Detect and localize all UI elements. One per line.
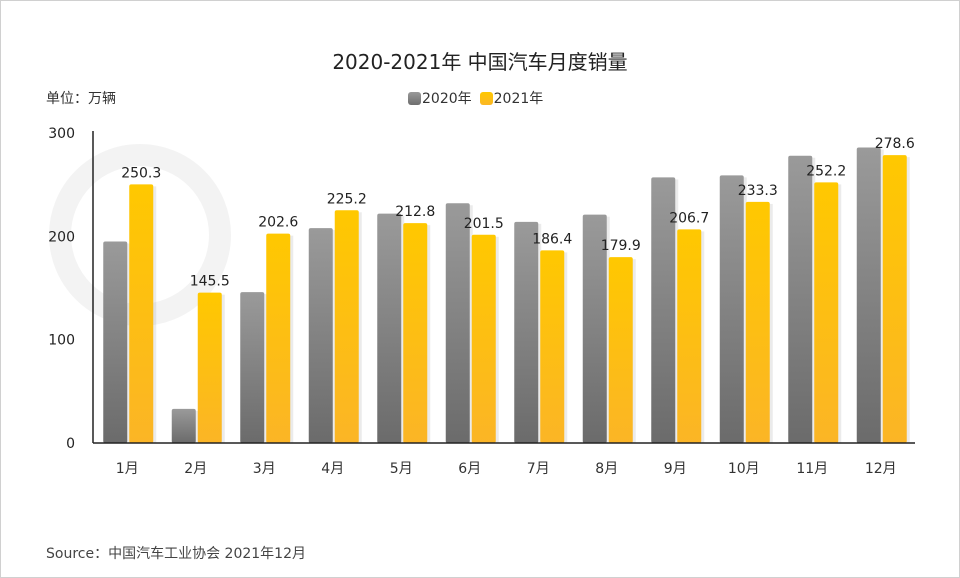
bar-2020年-10月 [719, 175, 744, 443]
x-tick-label: 2月 [184, 461, 207, 477]
data-label: 212.8 [395, 204, 435, 220]
bar-2020年-3月 [240, 292, 265, 443]
data-label: 206.7 [669, 210, 709, 226]
y-tick-label: 100 [48, 333, 75, 349]
x-tick-label: 9月 [664, 461, 687, 477]
y-tick-label: 300 [48, 126, 75, 142]
bar-2021年-3月 [266, 233, 291, 443]
unit-label: 单位：万辆 [46, 91, 116, 107]
data-label: 145.5 [190, 274, 230, 290]
data-label: 278.6 [875, 136, 915, 152]
y-tick-label: 200 [48, 229, 75, 245]
bar-2020年-8月 [582, 214, 607, 443]
x-tick-label: 3月 [253, 461, 276, 477]
bar-2020年-2月 [171, 408, 196, 443]
data-label: 186.4 [532, 231, 572, 247]
bar-2021年-6月 [471, 234, 496, 443]
legend-swatch-2020 [408, 91, 421, 105]
bar-2021年-12月 [882, 155, 907, 443]
x-tick-label: 6月 [458, 461, 481, 477]
bar-2020年-7月 [514, 221, 539, 443]
legend-swatch-2021 [479, 91, 493, 105]
bar-2020年-12月 [856, 147, 881, 443]
bar-2021年-10月 [745, 201, 770, 443]
bar-2020年-9月 [651, 177, 676, 443]
data-label: 250.3 [121, 165, 161, 181]
x-tick-label: 5月 [390, 461, 413, 477]
x-tick-label: 4月 [321, 461, 344, 477]
chart-title: 2020-2021年 中国汽车月度销量 [332, 50, 628, 74]
bar-2021年-1月 [129, 184, 154, 443]
legend-item-2020: 2020年 [408, 88, 472, 108]
x-tick-label: 7月 [527, 461, 550, 477]
data-label: 202.6 [258, 215, 298, 231]
bar-2020年-1月 [103, 241, 128, 443]
legend-item-2021: 2021年 [479, 88, 544, 108]
bar-2020年-4月 [308, 228, 333, 443]
bar-2021年-7月 [540, 250, 565, 443]
bar-2021年-2月 [197, 292, 222, 443]
bar-2021年-11月 [814, 182, 839, 444]
legend-label-2021: 2021年 [493, 91, 544, 107]
x-tick-label: 8月 [595, 461, 618, 477]
bar-2020年-5月 [377, 213, 402, 443]
bar-2021年-8月 [608, 257, 633, 443]
data-label: 225.2 [327, 191, 367, 207]
data-label: 233.3 [738, 183, 778, 199]
data-label: 179.9 [601, 238, 641, 254]
legend-label-2020: 2020年 [422, 91, 472, 107]
x-tick-label: 11月 [796, 461, 828, 477]
legend: 2020年 2021年 [408, 88, 543, 108]
bar-2020年-11月 [788, 155, 813, 443]
x-tick-label: 1月 [116, 461, 139, 477]
bar-2021年-9月 [677, 229, 702, 443]
source-note: Source：中国汽车工业协会 2021年12月 [46, 546, 306, 562]
x-tick-label: 12月 [865, 461, 897, 477]
bar-2021年-5月 [403, 223, 428, 443]
bar-2020年-6月 [445, 203, 470, 443]
x-tick-label: 10月 [728, 461, 760, 477]
bar-2021年-4月 [334, 210, 359, 443]
data-label: 252.2 [806, 163, 846, 179]
data-label: 201.5 [464, 216, 504, 232]
y-tick-label: 0 [66, 436, 75, 452]
